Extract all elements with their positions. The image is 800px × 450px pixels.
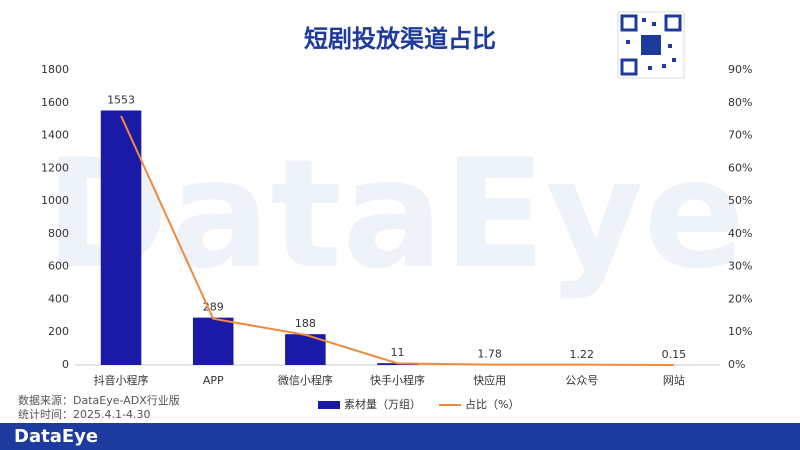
legend-label: 素材量（万组） bbox=[344, 397, 421, 411]
data-label: 1.22 bbox=[570, 348, 595, 361]
data-label: 1.78 bbox=[477, 348, 502, 361]
y2-tick-label: 0% bbox=[728, 358, 745, 371]
chart-title: 短剧投放渠道占比 bbox=[304, 25, 496, 53]
watermark: DataEye bbox=[45, 128, 746, 302]
line bbox=[120, 115, 674, 366]
data-label: 11 bbox=[391, 346, 405, 359]
x-tick-label: 网站 bbox=[663, 373, 685, 387]
x-tick-label: 微信小程序 bbox=[278, 373, 333, 387]
y-tick-label: 1000 bbox=[41, 194, 69, 207]
y-tick-label: 600 bbox=[48, 260, 69, 273]
y2-tick-label: 20% bbox=[728, 292, 752, 305]
x-tick-label: 公众号 bbox=[565, 374, 598, 387]
legend-swatch bbox=[318, 401, 340, 409]
y2-tick-label: 50% bbox=[728, 194, 752, 207]
data-label: 289 bbox=[203, 301, 224, 314]
y-tick-label: 400 bbox=[48, 292, 69, 305]
y2-tick-label: 30% bbox=[728, 260, 752, 273]
y2-tick-label: 90% bbox=[728, 63, 752, 76]
legend-label: 占比（%） bbox=[465, 397, 519, 411]
y2-tick-label: 10% bbox=[728, 325, 752, 338]
x-tick-label: 快手小程序 bbox=[370, 373, 425, 387]
y-tick-label: 0 bbox=[62, 358, 69, 371]
y2-tick-label: 70% bbox=[728, 129, 752, 142]
data-label: 188 bbox=[295, 317, 316, 330]
bar bbox=[100, 110, 142, 365]
y2-tick-label: 40% bbox=[728, 227, 752, 240]
data-label: 1553 bbox=[107, 93, 135, 106]
y-tick-label: 1200 bbox=[41, 161, 69, 174]
qr-code bbox=[617, 11, 685, 79]
y-tick-label: 1600 bbox=[41, 96, 69, 109]
y-tick-label: 1400 bbox=[41, 129, 69, 142]
y-tick-label: 200 bbox=[48, 325, 69, 338]
x-tick-label: 快应用 bbox=[473, 373, 506, 387]
bar bbox=[192, 317, 234, 365]
y-tick-label: 1800 bbox=[41, 63, 69, 76]
footer-logo: DataEye bbox=[14, 426, 98, 447]
footer-bar bbox=[0, 423, 800, 450]
x-tick-label: 抖音小程序 bbox=[94, 373, 149, 387]
y2-tick-label: 60% bbox=[728, 161, 752, 174]
source-note: 数据来源：DataEye-ADX行业版 bbox=[18, 393, 180, 407]
data-label: 0.15 bbox=[662, 348, 687, 361]
source-note: 统计时间：2025.4.1-4.30 bbox=[18, 408, 150, 421]
x-tick-label: APP bbox=[203, 374, 224, 387]
y-tick-label: 800 bbox=[48, 227, 69, 240]
y2-tick-label: 80% bbox=[728, 96, 752, 109]
